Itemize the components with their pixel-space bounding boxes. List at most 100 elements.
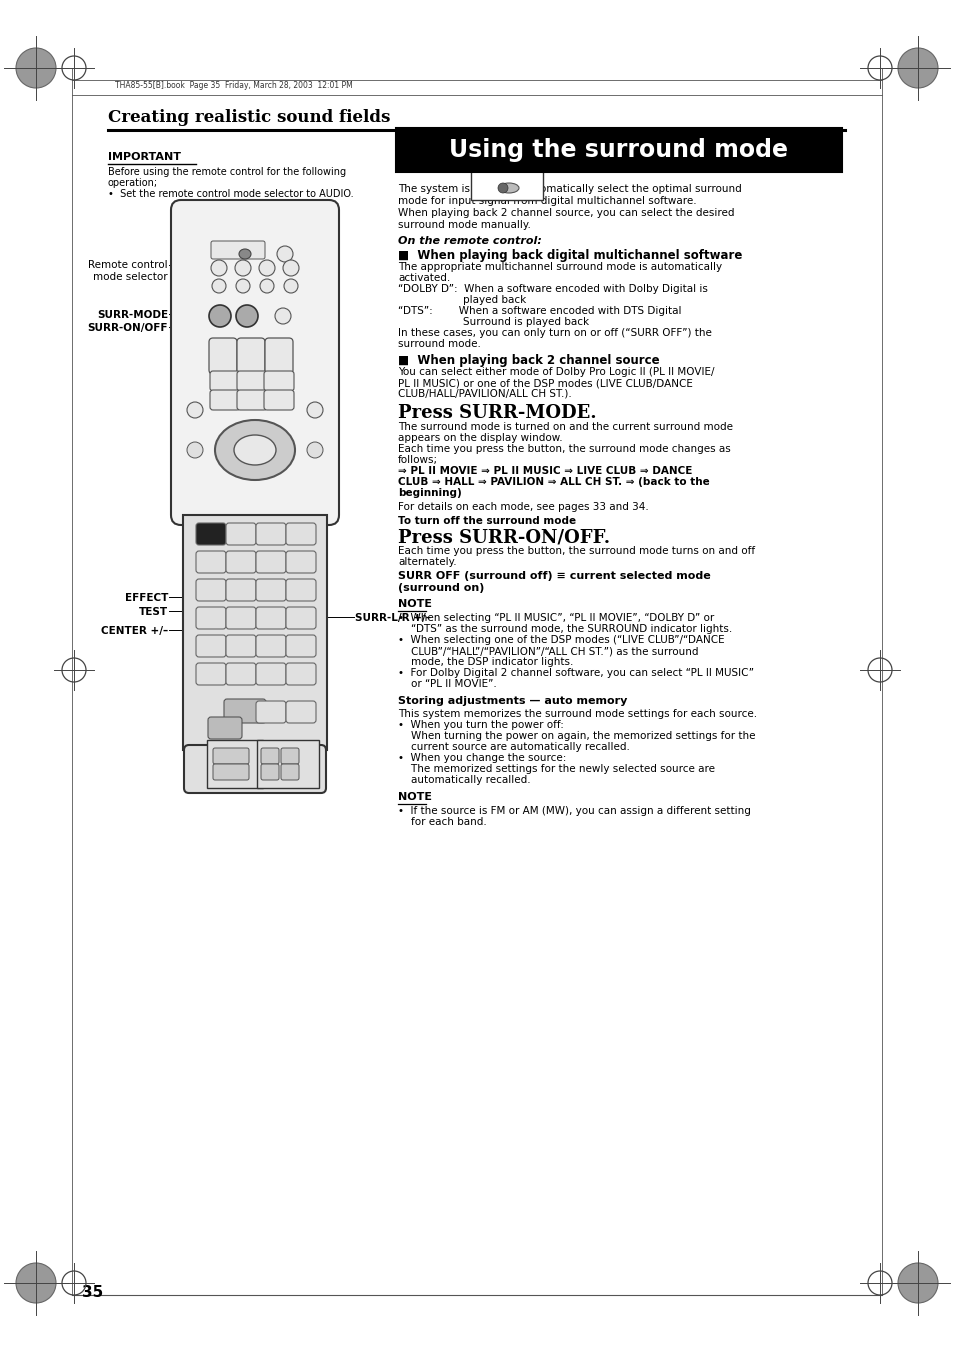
Text: PL II MUSIC) or one of the DSP modes (LIVE CLUB/DANCE: PL II MUSIC) or one of the DSP modes (LI… [397,378,692,388]
FancyBboxPatch shape [195,663,226,685]
Text: The system is set up to automatically select the optimal surround: The system is set up to automatically se… [397,184,741,195]
Text: automatically recalled.: automatically recalled. [397,775,530,785]
Circle shape [274,308,291,324]
Text: appears on the display window.: appears on the display window. [397,434,562,443]
FancyBboxPatch shape [171,200,338,526]
Text: AUDIO: AUDIO [219,250,236,255]
Text: SURR-ON/OFF: SURR-ON/OFF [88,323,168,332]
Text: Press SURR-MODE.: Press SURR-MODE. [397,404,596,422]
Text: MODE: MODE [213,300,227,305]
Text: mode for input signal from digital multichannel software.: mode for input signal from digital multi… [397,196,696,205]
Circle shape [211,259,227,276]
Circle shape [284,280,297,293]
FancyBboxPatch shape [255,580,286,601]
FancyBboxPatch shape [255,663,286,685]
Text: Each time you press the button, the surround mode turns on and off: Each time you press the button, the surr… [397,546,755,557]
Text: The memorized settings for the newly selected source are: The memorized settings for the newly sel… [397,765,714,774]
FancyBboxPatch shape [265,338,293,374]
Text: alternately.: alternately. [397,557,456,567]
FancyBboxPatch shape [207,740,263,788]
FancyBboxPatch shape [255,523,286,544]
Text: Surround is played back: Surround is played back [397,317,589,327]
FancyBboxPatch shape [195,551,226,573]
FancyBboxPatch shape [213,765,249,780]
Text: Before using the remote control for the following: Before using the remote control for the … [108,168,346,177]
Circle shape [283,259,298,276]
FancyBboxPatch shape [195,580,226,601]
Bar [395,128,841,172]
Text: •  If the source is FM or AM (MW), you can assign a different setting: • If the source is FM or AM (MW), you ca… [397,807,750,816]
Text: CLUB ⇒ HALL ⇒ PAVILION ⇒ ALL CH ST. ⇒ (back to the: CLUB ⇒ HALL ⇒ PAVILION ⇒ ALL CH ST. ⇒ (b… [397,477,709,486]
Ellipse shape [214,420,294,480]
Text: Using the surround mode: Using the surround mode [449,138,788,162]
FancyBboxPatch shape [256,740,318,788]
FancyBboxPatch shape [195,607,226,630]
FancyBboxPatch shape [226,635,255,657]
Circle shape [258,259,274,276]
Text: Storing adjustments — auto memory: Storing adjustments — auto memory [397,696,627,707]
FancyBboxPatch shape [264,390,294,409]
Text: IMPORTANT: IMPORTANT [108,153,181,162]
FancyBboxPatch shape [264,372,294,390]
Text: EFFECT: EFFECT [125,593,168,603]
Text: activated.: activated. [397,273,450,282]
Text: THA85-55[B].book  Page 35  Friday, March 28, 2003  12:01 PM: THA85-55[B].book Page 35 Friday, March 2… [115,81,353,91]
Text: On the remote control:: On the remote control: [397,236,541,246]
Text: (surround on): (surround on) [397,584,484,593]
Text: CENTER +/–: CENTER +/– [101,626,168,636]
Text: Each time you press the button, the surround mode changes as: Each time you press the button, the surr… [397,444,730,454]
Text: Press SURR-ON/OFF.: Press SURR-ON/OFF. [397,528,610,546]
Circle shape [234,259,251,276]
Text: mode, the DSP indicator lights.: mode, the DSP indicator lights. [397,657,573,667]
FancyBboxPatch shape [226,607,255,630]
FancyBboxPatch shape [211,240,265,259]
FancyBboxPatch shape [226,551,255,573]
Ellipse shape [498,182,518,193]
Text: NOTE: NOTE [397,598,432,609]
Text: ⇒ PL II MOVIE ⇒ PL II MUSIC ⇒ LIVE CLUB ⇒ DANCE: ⇒ PL II MOVIE ⇒ PL II MUSIC ⇒ LIVE CLUB … [397,466,692,476]
Text: –: – [229,771,233,778]
Text: You can select either mode of Dolby Pro Logic II (PL II MOVIE/: You can select either mode of Dolby Pro … [397,367,714,377]
Text: 35: 35 [82,1285,103,1300]
Text: beginning): beginning) [397,488,461,499]
Text: CLUB”/“HALL”/“PAVILION”/“ALL CH ST.”) as the surround: CLUB”/“HALL”/“PAVILION”/“ALL CH ST.”) as… [397,646,698,657]
FancyBboxPatch shape [195,523,226,544]
Circle shape [235,305,257,327]
FancyBboxPatch shape [286,523,315,544]
Text: operation;: operation; [108,178,158,188]
Circle shape [209,305,231,327]
Text: •  Set the remote control mode selector to AUDIO.: • Set the remote control mode selector t… [108,189,354,199]
Text: played back: played back [397,295,526,305]
FancyBboxPatch shape [255,701,286,723]
FancyBboxPatch shape [236,338,265,374]
FancyBboxPatch shape [286,663,315,685]
FancyBboxPatch shape [226,580,255,601]
Text: L-SURR-R: L-SURR-R [267,746,286,750]
Text: SURR OFF (surround off) ≡ current selected mode: SURR OFF (surround off) ≡ current select… [397,571,710,581]
Ellipse shape [239,249,251,259]
Text: •  For Dolby Digital 2 channel software, you can select “PL II MUSIC”: • For Dolby Digital 2 channel software, … [397,667,753,678]
Text: Remote control: Remote control [89,259,168,270]
Circle shape [897,1263,937,1302]
FancyBboxPatch shape [236,372,267,390]
Text: VCR: VCR [520,172,534,177]
FancyBboxPatch shape [261,748,278,765]
Text: CENTER: CENTER [227,746,243,750]
FancyBboxPatch shape [213,748,249,765]
Text: ■  When playing back digital multichannel software: ■ When playing back digital multichannel… [397,249,741,262]
FancyBboxPatch shape [210,390,240,409]
FancyBboxPatch shape [286,607,315,630]
FancyBboxPatch shape [255,551,286,573]
FancyBboxPatch shape [226,523,255,544]
Text: “DTS” as the surround mode, the SURROUND indicator lights.: “DTS” as the surround mode, the SURROUND… [397,624,732,634]
Text: In these cases, you can only turn on or off (“SURR OFF”) the: In these cases, you can only turn on or … [397,328,711,338]
Text: •  When you change the source:: • When you change the source: [397,753,566,763]
Text: AUDIO: AUDIO [473,188,502,197]
FancyBboxPatch shape [281,765,298,780]
Circle shape [260,280,274,293]
FancyBboxPatch shape [286,580,315,601]
Text: “DTS”:        When a software encoded with DTS Digital: “DTS”: When a software encoded with DTS … [397,305,680,316]
Text: EFFECT: EFFECT [235,712,253,717]
FancyBboxPatch shape [286,701,315,723]
Text: •  When selecting one of the DSP modes (“LIVE CLUB”/“DANCE: • When selecting one of the DSP modes (“… [397,635,724,644]
